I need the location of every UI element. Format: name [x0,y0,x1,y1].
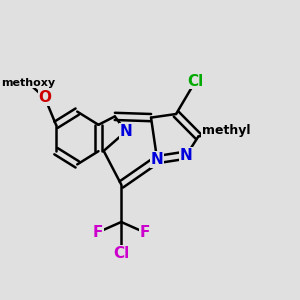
Text: F: F [140,225,150,240]
Text: N: N [120,124,132,139]
Text: N: N [180,148,193,163]
Text: F: F [92,225,103,240]
Text: Cl: Cl [113,246,129,261]
Text: N: N [151,152,164,167]
Text: methyl: methyl [202,124,250,137]
Text: O: O [38,90,51,105]
Text: Cl: Cl [188,74,204,88]
Text: methoxy: methoxy [1,78,55,88]
